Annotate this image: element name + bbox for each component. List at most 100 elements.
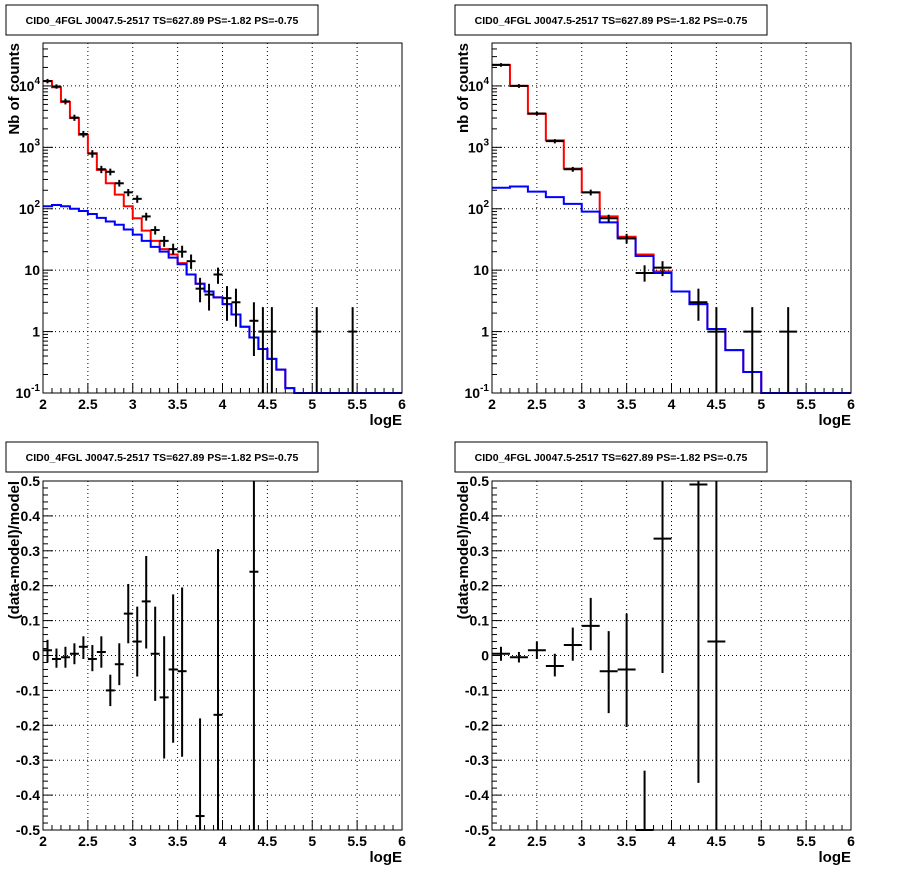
y-tick-label: 0.5 (470, 473, 490, 489)
data-point (581, 189, 600, 196)
chart-title: CID0_4FGL J0047.5-2517 TS=627.89 PS=-1.8… (26, 15, 299, 27)
x-tick-label: 3 (578, 833, 586, 849)
x-tick-label: 2 (488, 396, 496, 412)
x-tick-label: 2.5 (78, 396, 98, 412)
data-point (689, 288, 708, 321)
data-point (105, 168, 115, 176)
data-point (563, 627, 582, 661)
data-point (222, 286, 232, 321)
plot-frame (42, 42, 403, 394)
y-tick-label: 0 (32, 648, 40, 664)
y-tick-label: 10-1 (16, 383, 41, 401)
chart-title: CID0_4FGL J0047.5-2517 TS=627.89 PS=-1.8… (26, 452, 299, 464)
data-point (779, 307, 798, 393)
data-point (617, 613, 636, 728)
data-point (492, 646, 510, 661)
x-axis-label: logE (370, 412, 403, 429)
chart-panel-4: 2 2.5 3 3.5 4 4.5 5 5.5 6 -0.5 -0.4 -0.3 -0.2 -0.1 0 0.… (454, 441, 855, 866)
y-tick-label: -0.2 (16, 717, 40, 733)
data-point (249, 302, 259, 357)
y-tick-label: -0.1 (465, 682, 489, 698)
data-point (267, 307, 277, 393)
data-point (177, 245, 187, 258)
y-tick-label: 0.3 (470, 543, 490, 559)
x-tick-label: 3 (129, 833, 137, 849)
data-point (60, 646, 70, 668)
data-point (123, 188, 133, 197)
chart-panel-3: 2 2.5 3 3.5 4 4.5 5 5.5 6 -0.5 -0.4 -0.3 -0.2 -0.1 0 0.… (5, 441, 406, 866)
y-tick-label: 10 (473, 262, 489, 278)
y-tick-label: 102 (19, 199, 41, 217)
grid (43, 481, 402, 830)
data-point (527, 641, 546, 659)
data-point (87, 150, 97, 158)
data-point (132, 195, 142, 203)
data-point (545, 653, 564, 677)
data-point (195, 277, 205, 303)
x-tick-label: 5 (308, 396, 316, 412)
x-tick-label: 2.5 (527, 396, 547, 412)
grid (492, 43, 851, 393)
data-point (177, 587, 187, 757)
y-tick-label: 0.3 (21, 543, 41, 559)
x-tick-label: 4 (668, 833, 676, 849)
data-point (168, 594, 178, 743)
data-point (689, 481, 708, 783)
data-point (186, 254, 196, 269)
x-tick-label: 2 (39, 396, 47, 412)
x-axis-label: logE (370, 849, 403, 866)
data-point (69, 114, 79, 121)
data-point (96, 636, 106, 668)
data-point (114, 179, 124, 187)
data-point (231, 288, 241, 327)
data-point (114, 643, 124, 686)
y-tick-label: -0.1 (16, 682, 40, 698)
data-point (617, 233, 636, 244)
x-tick-label: 6 (398, 833, 406, 849)
y-tick-label: 0.4 (470, 508, 490, 524)
data-point (150, 606, 160, 701)
x-tick-label: 3 (578, 396, 586, 412)
y-tick-label: 10-1 (465, 383, 490, 401)
x-tick-label: 3.5 (617, 396, 637, 412)
y-axis-label: nb of counts (455, 43, 472, 133)
x-tick-label: 3.5 (617, 833, 637, 849)
chart-title: CID0_4FGL J0047.5-2517 TS=627.89 PS=-1.8… (475, 452, 748, 464)
data-point (141, 556, 151, 649)
y-axis-label: (data-model)/model (455, 481, 472, 619)
y-tick-label: 0.5 (21, 473, 41, 489)
data-point (599, 214, 618, 223)
x-tick-label: 4.5 (258, 833, 278, 849)
x-tick-label: 3.5 (168, 833, 188, 849)
data-point (51, 648, 61, 668)
x-tick-label: 4 (219, 396, 227, 412)
y-tick-label: -0.2 (465, 717, 489, 733)
x-axis-label: logE (819, 849, 852, 866)
x-tick-label: 3.5 (168, 396, 188, 412)
plot-frame (491, 42, 852, 394)
y-tick-label: -0.4 (16, 787, 40, 803)
data-point (78, 636, 88, 659)
source-model-histogram (492, 185, 851, 394)
y-tick-label: -0.5 (16, 822, 40, 838)
data-point (195, 718, 205, 830)
data-point (150, 226, 160, 235)
x-tick-label: 5.5 (796, 396, 816, 412)
data-point (258, 307, 268, 393)
data-point (249, 481, 259, 830)
data-point (492, 63, 510, 67)
data-point (168, 243, 178, 255)
data-point (105, 674, 115, 707)
y-tick-label: 102 (468, 199, 490, 217)
y-tick-label: 1 (481, 324, 489, 340)
y-tick-label: -0.3 (16, 752, 40, 768)
data-point (159, 236, 169, 247)
x-tick-label: 6 (847, 396, 855, 412)
data-point (707, 307, 726, 393)
data-point (312, 307, 322, 393)
y-tick-label: -0.5 (465, 822, 489, 838)
chart-title: CID0_4FGL J0047.5-2517 TS=627.89 PS=-1.8… (475, 15, 748, 27)
x-tick-label: 5 (757, 833, 765, 849)
x-tick-label: 5 (757, 396, 765, 412)
y-tick-label: 0.1 (21, 613, 41, 629)
